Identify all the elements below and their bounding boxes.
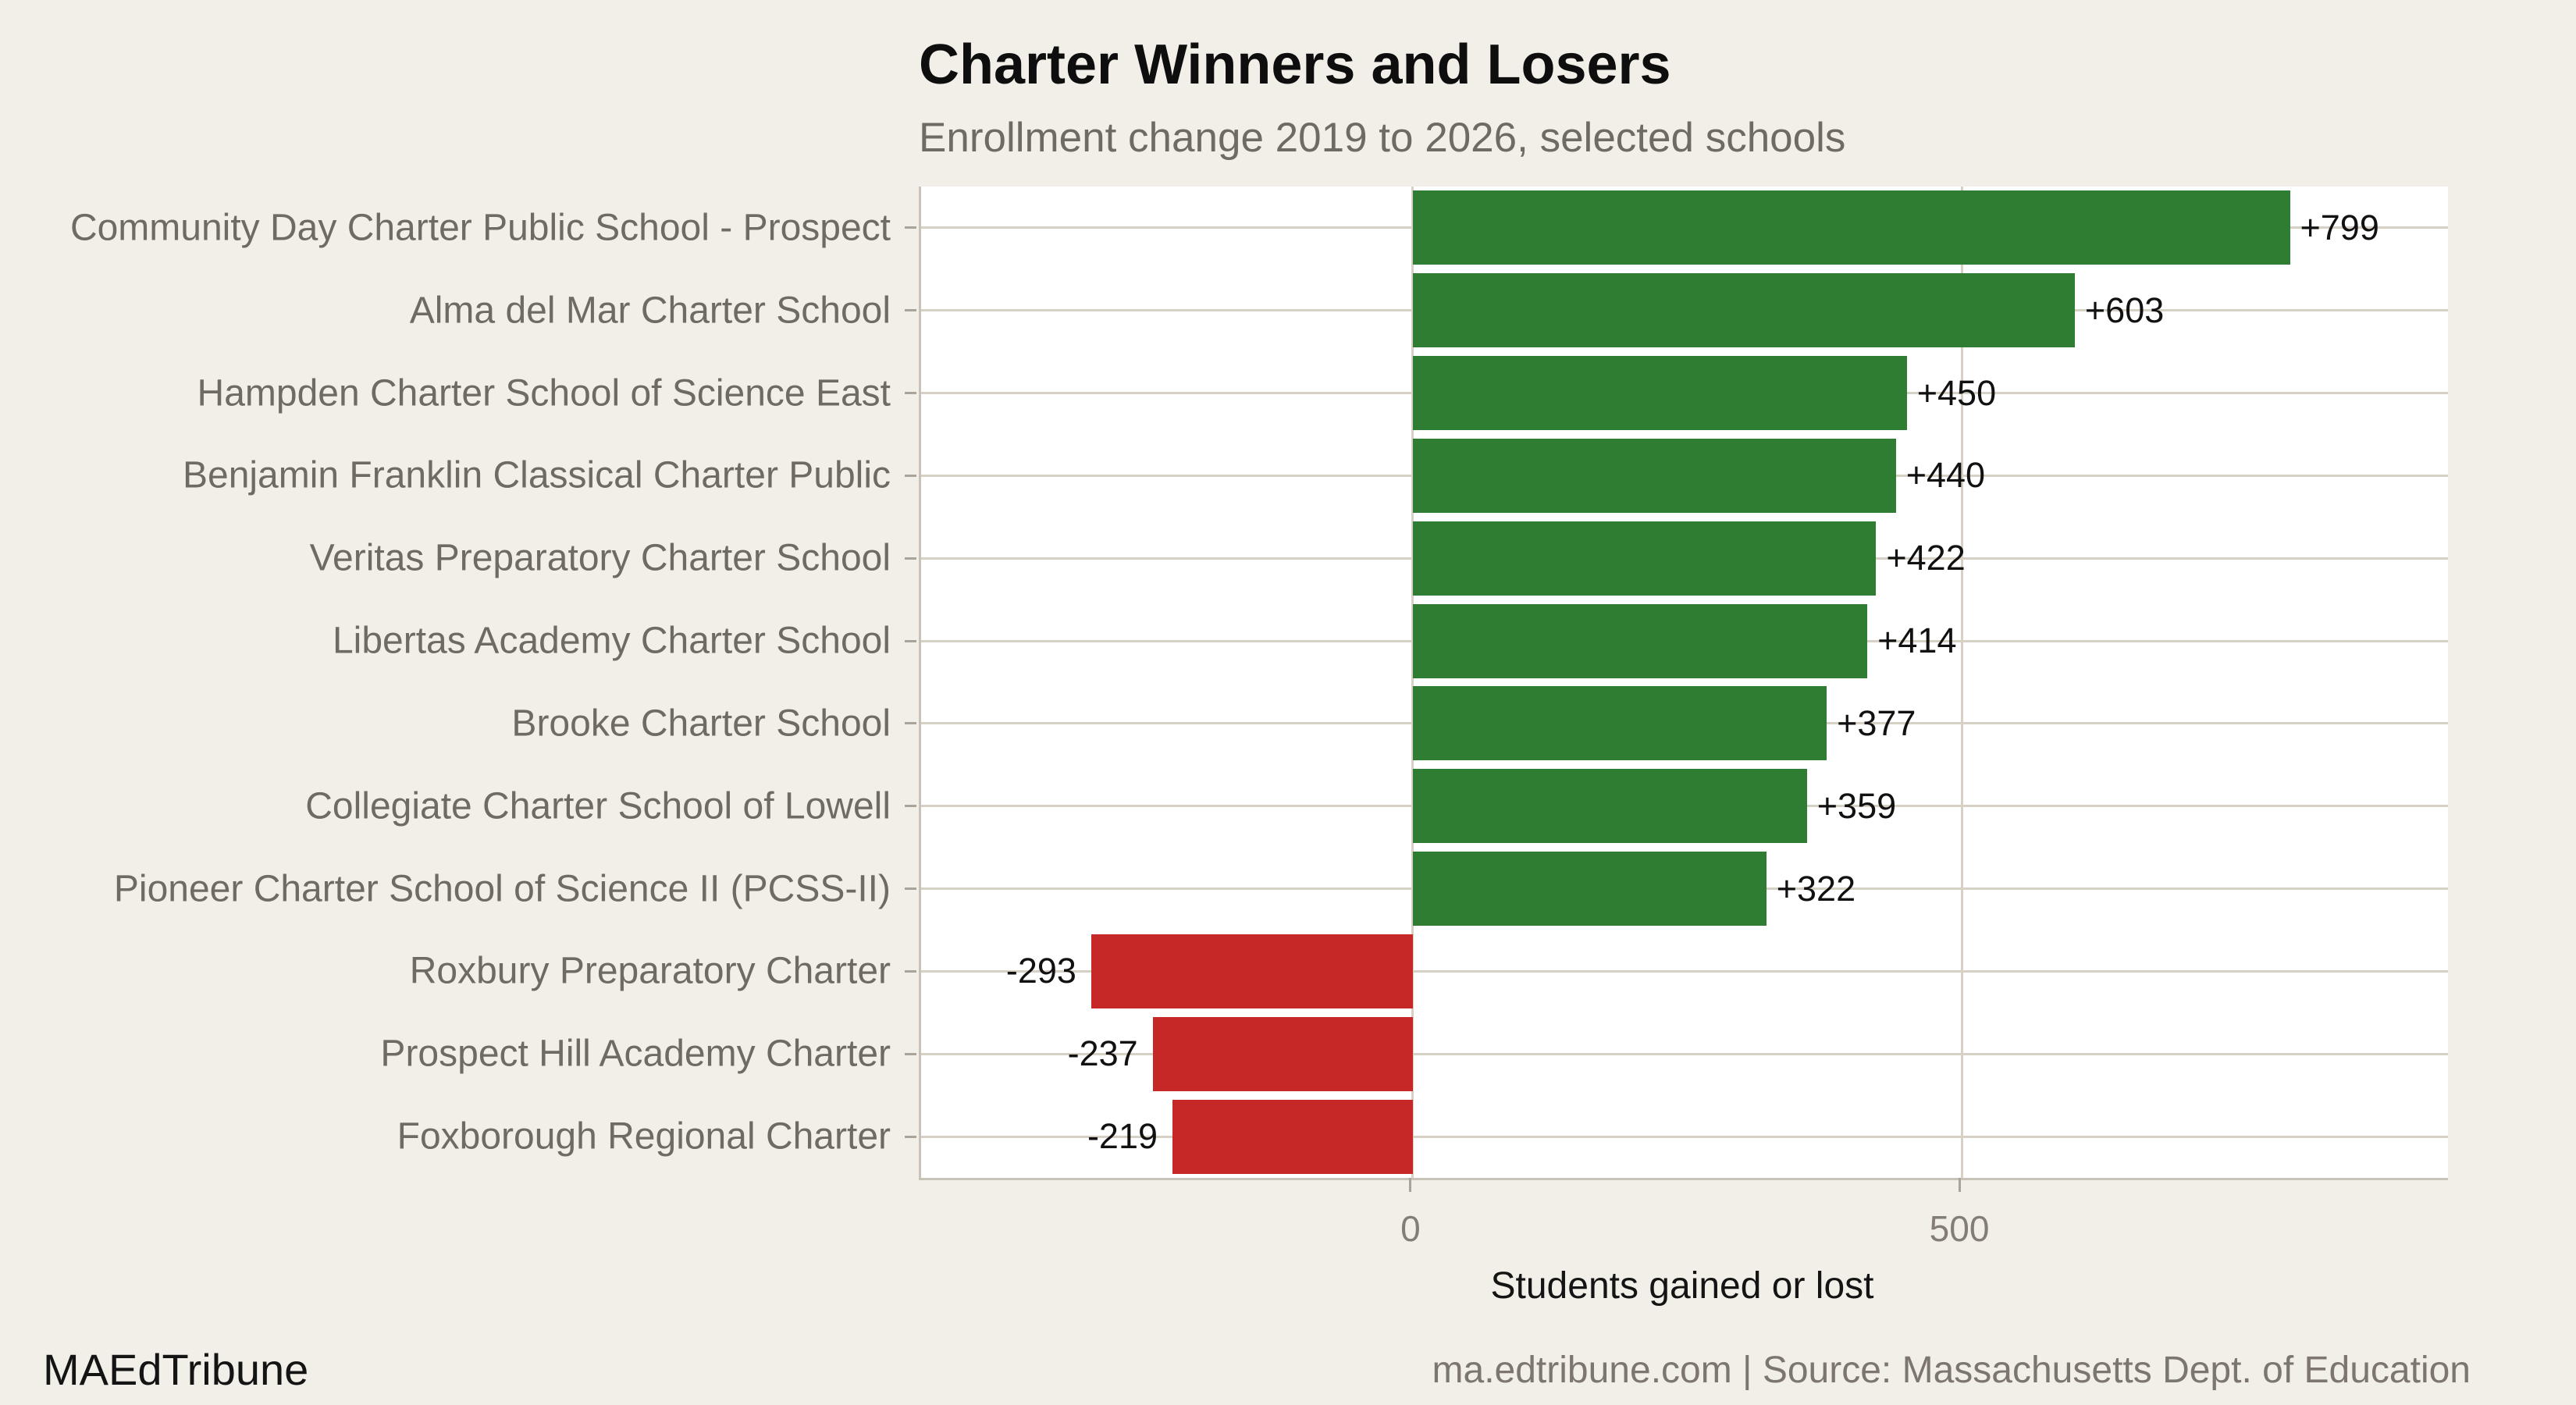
bar-positive bbox=[1412, 190, 2290, 265]
category-label: Libertas Academy Charter School bbox=[332, 620, 891, 662]
bar-positive bbox=[1412, 852, 1767, 927]
x-axis-tick-500 bbox=[1958, 1178, 1961, 1192]
category-label: Community Day Charter Public School - Pr… bbox=[69, 207, 891, 249]
x-axis-tick-0 bbox=[1409, 1178, 1412, 1192]
bar-positive bbox=[1412, 273, 2075, 348]
category-label: Pioneer Charter School of Science II (PC… bbox=[113, 868, 891, 910]
gridline-x-500 bbox=[1960, 187, 1963, 1178]
gridline-x-0 bbox=[1411, 187, 1414, 1178]
bar-positive bbox=[1412, 438, 1896, 513]
bar-value-label: +603 bbox=[2084, 290, 2165, 330]
category-label: Foxborough Regional Charter bbox=[397, 1115, 891, 1158]
y-axis-tick bbox=[905, 969, 916, 973]
chart-subtitle: Enrollment change 2019 to 2026, selected… bbox=[919, 115, 1846, 161]
bar-positive bbox=[1412, 603, 1868, 678]
bar-negative bbox=[1172, 1099, 1413, 1174]
y-axis-tick bbox=[905, 226, 916, 229]
category-label: Brooke Charter School bbox=[511, 702, 891, 745]
bar-value-label: +359 bbox=[1816, 785, 1897, 826]
bar-value-label: -293 bbox=[1005, 951, 1076, 991]
bar-value-label: +450 bbox=[1916, 372, 1997, 413]
category-label: Roxbury Preparatory Charter bbox=[409, 950, 891, 992]
bar-positive bbox=[1412, 686, 1827, 761]
category-label: Alma del Mar Charter School bbox=[409, 290, 891, 332]
category-label: Prospect Hill Academy Charter bbox=[380, 1033, 891, 1075]
x-tick-label-0: 0 bbox=[1400, 1208, 1421, 1249]
y-axis-tick bbox=[905, 639, 916, 642]
bar-positive bbox=[1412, 769, 1807, 844]
y-axis-tick bbox=[905, 474, 916, 477]
chart-title: Charter Winners and Losers bbox=[919, 34, 1671, 96]
bar-value-label: -219 bbox=[1087, 1116, 1158, 1157]
bar-value-label: +799 bbox=[2300, 207, 2379, 247]
bar-value-label: +422 bbox=[1886, 538, 1966, 578]
gridline-row bbox=[921, 1052, 2448, 1055]
category-label: Collegiate Charter School of Lowell bbox=[305, 785, 891, 827]
y-axis-tick bbox=[905, 805, 916, 808]
bar-value-label: +322 bbox=[1776, 868, 1856, 909]
y-axis-tick bbox=[905, 1052, 916, 1055]
plot-panel bbox=[919, 187, 2448, 1180]
footer-brand: MAEdTribune bbox=[43, 1345, 309, 1394]
gridline-row bbox=[921, 1135, 2448, 1138]
bar-value-label: +377 bbox=[1837, 702, 1916, 743]
y-axis-tick bbox=[905, 1135, 916, 1138]
gridline-row bbox=[921, 969, 2448, 973]
bar-negative bbox=[1091, 934, 1413, 1008]
x-axis-title: Students gained or lost bbox=[1490, 1265, 1874, 1307]
bar-positive bbox=[1412, 521, 1877, 596]
bar-positive bbox=[1412, 356, 1907, 431]
bar-value-label: -237 bbox=[1067, 1033, 1138, 1074]
category-label: Benjamin Franklin Classical Charter Publ… bbox=[182, 454, 891, 496]
y-axis-tick bbox=[905, 887, 916, 891]
bar-negative bbox=[1152, 1016, 1413, 1091]
footer-source: ma.edtribune.com | Source: Massachusetts… bbox=[1432, 1350, 2471, 1391]
x-tick-label-500: 500 bbox=[1929, 1208, 1990, 1249]
y-axis-tick bbox=[905, 722, 916, 725]
y-axis-tick bbox=[905, 392, 916, 395]
bar-value-label: +440 bbox=[1905, 455, 1986, 496]
bar-value-label: +414 bbox=[1877, 621, 1957, 661]
y-axis-tick bbox=[905, 557, 916, 560]
category-label: Hampden Charter School of Science East bbox=[197, 372, 891, 414]
y-axis-tick bbox=[905, 309, 916, 312]
category-label: Veritas Preparatory Charter School bbox=[309, 537, 891, 579]
